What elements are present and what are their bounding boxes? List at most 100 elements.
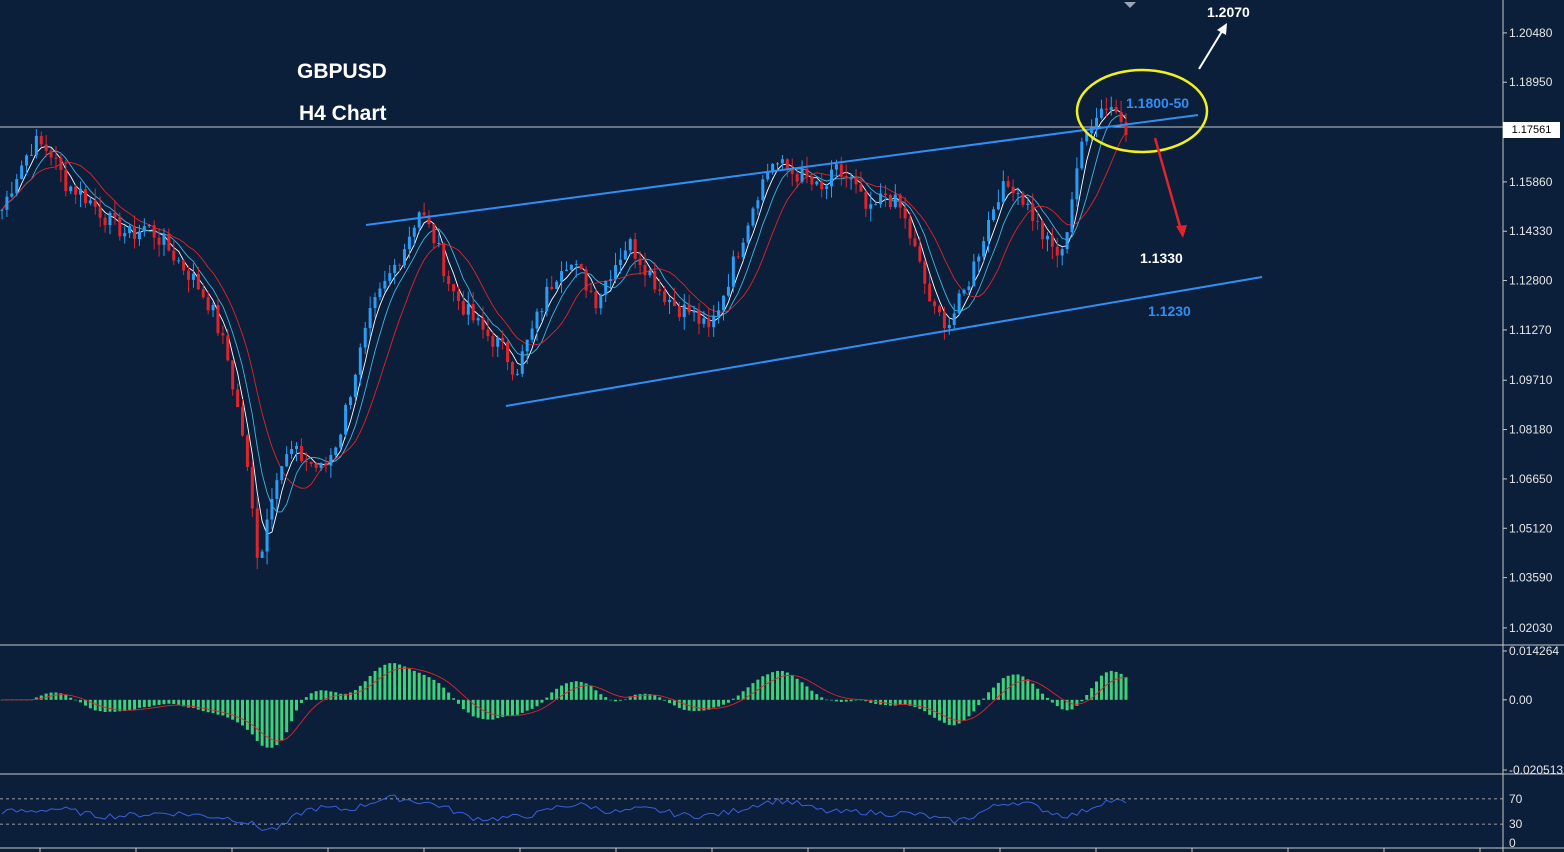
macd-bar: [383, 664, 387, 700]
candle-body: [618, 259, 622, 266]
candle-body: [609, 279, 613, 281]
candle: [1095, 107, 1099, 138]
price-tick-label: 1.14330: [1509, 224, 1553, 238]
macd-bar: [967, 699, 971, 717]
candle-body: [152, 225, 156, 238]
macd-bar: [550, 692, 554, 700]
macd-bar: [869, 699, 873, 703]
candle-body: [147, 225, 151, 227]
macd-bar: [888, 699, 892, 706]
candle: [952, 303, 956, 330]
candle: [314, 462, 318, 473]
macd-bar: [697, 699, 701, 711]
candle: [893, 184, 897, 209]
candle-body: [746, 225, 750, 243]
macd-bar: [250, 699, 254, 735]
macd-bar: [191, 699, 195, 708]
candle-body: [1065, 232, 1069, 250]
candle: [751, 206, 755, 228]
candle-body: [908, 218, 912, 239]
candle: [481, 306, 485, 339]
macd-bar: [923, 699, 927, 712]
candle-body: [216, 305, 220, 334]
macd-bar: [942, 699, 946, 723]
candle-body: [555, 281, 559, 290]
candle: [456, 285, 460, 311]
candle-body: [88, 200, 92, 204]
candle-body: [231, 360, 235, 390]
macd-bar: [1050, 699, 1054, 703]
macd-bar: [692, 699, 696, 712]
macd-bar: [314, 691, 318, 700]
macd-bar: [432, 679, 436, 700]
macd-bar: [726, 699, 730, 703]
candle-body: [412, 227, 416, 237]
candle: [422, 202, 426, 217]
macd-bar: [1016, 674, 1020, 700]
candle: [638, 251, 642, 275]
candle: [1124, 113, 1128, 142]
macd-bar: [142, 699, 146, 708]
candle-body: [864, 191, 868, 209]
macd-bar: [304, 697, 308, 700]
candle: [486, 318, 490, 342]
candle-body: [515, 373, 519, 375]
candle: [967, 281, 971, 294]
candle-body: [1006, 181, 1010, 187]
candle: [177, 257, 181, 264]
candle-body: [226, 335, 230, 361]
macd-bar: [1011, 674, 1015, 700]
macd-bar: [599, 694, 603, 700]
candle-body: [628, 239, 632, 251]
macd-bar: [152, 699, 156, 706]
macd-bar: [731, 698, 735, 700]
macd-bar: [579, 681, 583, 700]
macd-bar: [294, 699, 298, 711]
macd-bar: [839, 699, 843, 702]
candle: [1001, 170, 1005, 204]
rsi-tick-label: 30: [1509, 817, 1523, 831]
macd-bar: [108, 699, 112, 712]
price-tick-label: 1.20480: [1509, 26, 1553, 40]
macd-bar: [285, 699, 289, 733]
macd-bar: [859, 699, 863, 701]
candle: [231, 360, 235, 396]
candle: [54, 146, 58, 171]
candle: [88, 196, 92, 206]
candle: [633, 232, 637, 269]
candle-body: [668, 299, 672, 303]
candle: [15, 173, 19, 197]
candle-body: [697, 310, 701, 324]
candle: [687, 294, 691, 316]
candle-body: [766, 172, 770, 180]
candle: [668, 295, 672, 315]
price-tick-label: 1.18950: [1509, 75, 1553, 89]
macd-tick-label: -0.020513: [1509, 763, 1563, 777]
candle-body: [1026, 203, 1030, 205]
macd-bar: [535, 699, 539, 707]
candle-body: [525, 339, 529, 352]
candle-body: [643, 265, 647, 276]
macd-bar: [584, 683, 588, 700]
macd-bar: [496, 699, 500, 719]
candle-body: [888, 195, 892, 207]
candle: [319, 462, 323, 472]
candle-body: [638, 258, 642, 266]
candle: [118, 212, 122, 241]
candle: [201, 283, 205, 300]
candle: [515, 368, 519, 376]
macd-bar: [280, 699, 284, 741]
candle-body: [299, 445, 303, 462]
macd-bar: [893, 699, 897, 706]
macd-bar: [452, 698, 456, 700]
candle: [614, 252, 618, 284]
price-tick-label: 1.11270: [1509, 323, 1552, 337]
moving-average-line-cyan: [1, 114, 1127, 513]
candle: [653, 262, 657, 294]
up-arrow-icon: [1198, 27, 1225, 70]
candle-body: [255, 508, 259, 558]
candle: [692, 305, 696, 322]
candle: [452, 283, 456, 302]
candle-body: [1080, 141, 1084, 169]
candle-body: [1031, 203, 1035, 221]
